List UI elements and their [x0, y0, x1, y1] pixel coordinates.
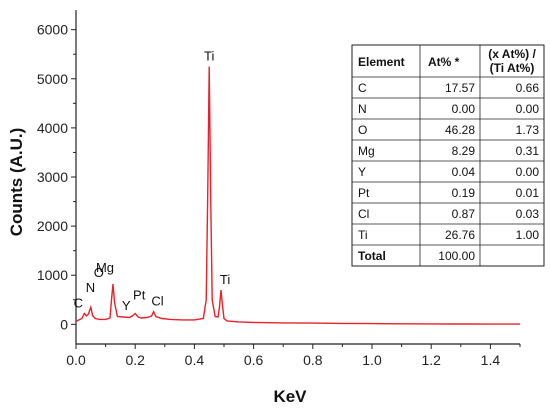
table-cell-atpct: 8.29	[452, 144, 476, 158]
y-tick-label: 2000	[37, 218, 68, 234]
table-cell-atpct: 17.57	[445, 81, 475, 95]
table-cell-element: Mg	[358, 144, 375, 158]
x-tick-label: 0.4	[185, 352, 205, 368]
table-cell-ratio: 0.00	[516, 102, 540, 116]
x-tick-label: 0.0	[66, 352, 86, 368]
y-tick-label: 6000	[37, 22, 68, 38]
table-cell-ratio: 0.00	[516, 165, 540, 179]
y-axis-title: Counts (A.U.)	[7, 128, 26, 237]
table-cell-element: Total	[358, 249, 386, 263]
table-cell-element: C	[358, 81, 367, 95]
x-axis-ticks: 0.0 0.2 0.4 0.6 0.8 1.0 1.2 1.4	[66, 344, 521, 368]
table-cell-element: O	[358, 123, 367, 137]
x-tick-label: 0.2	[125, 352, 145, 368]
x-tick-label: 0.6	[244, 352, 264, 368]
peak-label-o: O	[94, 265, 104, 280]
table-cell-ratio: 0.66	[516, 81, 540, 95]
table-cell-element: Cl	[358, 207, 369, 221]
table-header-element: Element	[358, 55, 405, 69]
peak-label-mg: Mg	[96, 260, 114, 275]
table-border	[351, 44, 545, 267]
y-tick-label: 1000	[37, 267, 68, 283]
peak-label-pt: Pt	[133, 288, 146, 303]
table-cell-element: Y	[358, 165, 366, 179]
table-cell-element: N	[358, 102, 367, 116]
table-cell-atpct: 26.76	[445, 228, 475, 242]
x-tick-label: 0.8	[303, 352, 323, 368]
table-cell-atpct: 0.04	[452, 165, 476, 179]
table-cell-element: Ti	[358, 228, 368, 242]
peak-label-y: Y	[122, 298, 131, 313]
y-tick-label: 4000	[37, 120, 68, 136]
x-tick-label: 1.0	[362, 352, 382, 368]
y-axis-ticks: 0 1000 2000 3000 4000 5000 6000	[37, 22, 76, 332]
table-cell-atpct: 0.00	[452, 102, 476, 116]
y-tick-label: 5000	[37, 71, 68, 87]
peak-label-ti: Ti	[220, 272, 230, 287]
table-header-ratio-line2: (Ti At%)	[490, 61, 535, 75]
x-tick-label: 1.2	[421, 352, 441, 368]
table-header-atpct: At% *	[428, 55, 460, 69]
table-cell-ratio: 1.73	[516, 123, 540, 137]
x-axis-title: KeV	[273, 387, 307, 406]
peak-label-c: C	[74, 296, 83, 311]
spectrum-line	[75, 66, 520, 325]
table-cell-atpct: 100.00	[438, 249, 475, 263]
table-cell-atpct: 0.19	[452, 186, 476, 200]
y-tick-label: 3000	[37, 169, 68, 185]
composition-table: Element At% * (x At%) /(Ti At%) C 17.57 0.66 N…	[351, 44, 545, 267]
y-tick-label: 0	[60, 316, 68, 332]
peak-label-cl: Cl	[151, 294, 163, 309]
table-header-ratio-line1: (x At%) /	[488, 47, 536, 61]
peak-label-ti: Ti	[204, 48, 214, 63]
peak-label-n: N	[86, 280, 95, 295]
x-tick-label: 1.4	[481, 352, 501, 368]
table-cell-element: Pt	[358, 186, 370, 200]
table-cell-atpct: 0.87	[452, 207, 476, 221]
table-cell-ratio: 1.00	[516, 228, 540, 242]
table-cell-ratio: 0.01	[516, 186, 540, 200]
table-cell-ratio: 0.31	[516, 144, 540, 158]
table-cell-atpct: 46.28	[445, 123, 475, 137]
table-cell-ratio: 0.03	[516, 207, 540, 221]
